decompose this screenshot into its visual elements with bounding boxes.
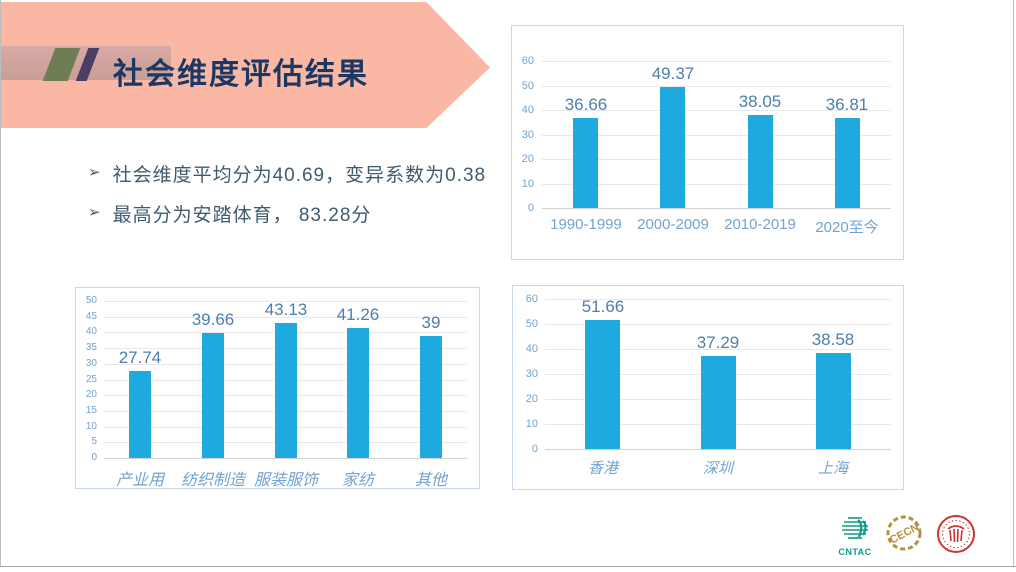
slide-bottom-edge	[0, 566, 1016, 567]
y-axis-tick-label: 20	[521, 153, 534, 165]
bar	[701, 356, 736, 449]
gridline	[545, 324, 891, 325]
y-axis-tick-label: 30	[85, 357, 97, 369]
bar	[660, 87, 685, 208]
gridline	[542, 110, 891, 111]
gridline	[542, 134, 891, 136]
bar	[573, 118, 598, 208]
gridline	[545, 299, 891, 300]
footer-logos: CNTAC CECN	[838, 514, 976, 557]
gridline	[104, 316, 467, 318]
y-axis-tick-label: 25	[85, 373, 97, 385]
gridline	[542, 85, 891, 87]
x-axis-category-label: 纺织制造	[180, 472, 245, 489]
y-axis-tick-label: 20	[85, 389, 97, 401]
chart-score-by-sector: 0 5 10 15 20 25 30 35 40 45 50 27.74 产业用 39.66 纺织制造 43.…	[75, 287, 480, 489]
bullet-text: 最高分为安踏体育， 83.28分	[112, 205, 372, 226]
y-axis-tick-label: 0	[91, 452, 97, 463]
x-axis-category-label: 上海	[817, 460, 848, 477]
bar	[275, 323, 297, 458]
bar-value-label: 43.13	[264, 300, 308, 319]
bar-value-label: 36.66	[564, 95, 608, 114]
cntac-logo-text: CNTAC	[838, 547, 872, 557]
gridline	[542, 159, 891, 160]
y-axis-tick-label: 40	[521, 104, 534, 116]
x-axis-category-label: 家纺	[341, 472, 374, 489]
y-axis-tick-label: 30	[525, 368, 538, 380]
x-axis-line	[104, 458, 467, 459]
y-axis-tick-label: 0	[531, 443, 538, 455]
y-axis-tick-label: 60	[521, 55, 534, 67]
chart-score-by-exchange: 0 10 20 30 40 50 60 51.66 香港 37.29 深圳 38.58 上海	[512, 285, 904, 490]
y-axis-tick-label: 15	[85, 404, 97, 416]
bar-value-label: 39	[421, 313, 441, 332]
bar-value-label: 27.74	[118, 348, 162, 367]
bar-value-label: 38.05	[738, 92, 782, 111]
arrow-bullet-icon: ➢	[88, 204, 102, 221]
x-axis-category-label: 2010-2019	[724, 216, 796, 233]
bar-value-label: 36.81	[825, 95, 869, 114]
y-axis-tick-label: 35	[85, 342, 97, 354]
bar-value-label: 41.26	[336, 305, 380, 324]
x-axis-category-label: 1990-1999	[550, 216, 622, 233]
gridline	[542, 183, 891, 185]
title-banner: 社会维度评估结果	[1, 2, 490, 128]
red-seal-icon	[937, 515, 975, 553]
y-axis-tick-label: 50	[85, 295, 97, 306]
y-axis-tick-label: 5	[91, 436, 97, 448]
y-axis-tick-label: 40	[85, 326, 97, 338]
bar	[420, 336, 442, 458]
red-seal-logo	[936, 514, 976, 554]
x-axis-line	[545, 449, 891, 450]
x-axis-category-label: 2020至今	[815, 219, 879, 236]
slide-right-edge	[1013, 0, 1014, 567]
bar	[202, 333, 224, 458]
y-axis-tick-label: 10	[85, 420, 97, 432]
page-title: 社会维度评估结果	[113, 58, 369, 91]
bar-value-label: 51.66	[581, 297, 625, 316]
y-axis-tick-label: 0	[527, 202, 534, 214]
x-axis-category-label: 服装服饰	[253, 472, 318, 489]
x-axis-category-label: 香港	[587, 460, 618, 477]
bullet-text: 社会维度平均分为40.69，变异系数为0.38	[112, 165, 487, 186]
x-axis-category-label: 产业用	[115, 472, 164, 489]
chart-score-by-decade: 0 10 20 30 40 50 60 36.66 1990-1999 49.37 2000-200…	[511, 25, 904, 260]
y-axis-tick-label: 10	[521, 177, 534, 190]
bar-value-label: 38.58	[811, 330, 855, 349]
y-axis-tick-label: 40	[525, 343, 538, 355]
bar	[748, 115, 773, 208]
bar-value-label: 39.66	[191, 310, 235, 329]
x-axis-line	[542, 208, 891, 209]
gridline	[545, 349, 891, 350]
gold-seal-logo: CECN	[885, 514, 923, 552]
bullet-item: ➢ 最高分为安踏体育， 83.28分	[88, 200, 486, 227]
cntac-globe-icon	[842, 517, 868, 539]
y-axis-tick-label: 50	[525, 318, 538, 330]
bar-value-label: 37.29	[696, 333, 740, 352]
y-axis-tick-label: 60	[525, 293, 538, 305]
cntac-logo: CNTAC	[838, 514, 872, 557]
x-axis-category-label: 2000-2009	[637, 216, 709, 233]
bar	[347, 328, 369, 458]
x-axis-category-label: 深圳	[702, 460, 733, 477]
bar	[816, 353, 851, 449]
y-axis-tick-label: 10	[525, 418, 538, 430]
slide-left-edge	[0, 0, 1, 567]
arrow-bullet-icon: ➢	[88, 164, 102, 181]
bar	[835, 118, 860, 208]
bullet-list: ➢ 社会维度平均分为40.69，变异系数为0.38 ➢ 最高分为安踏体育， 83…	[88, 160, 486, 240]
gridline	[104, 301, 467, 302]
bar	[129, 371, 151, 458]
y-axis-tick-label: 50	[521, 79, 534, 92]
gold-seal-icon: CECN	[886, 515, 922, 551]
bar	[585, 320, 620, 449]
x-axis-category-label: 其他	[414, 472, 447, 489]
bullet-item: ➢ 社会维度平均分为40.69，变异系数为0.38	[88, 160, 486, 187]
y-axis-tick-label: 45	[85, 310, 97, 322]
gridline	[542, 61, 891, 62]
bar-value-label: 49.37	[651, 64, 695, 83]
y-axis-tick-label: 30	[521, 128, 534, 141]
y-axis-tick-label: 20	[525, 393, 538, 405]
